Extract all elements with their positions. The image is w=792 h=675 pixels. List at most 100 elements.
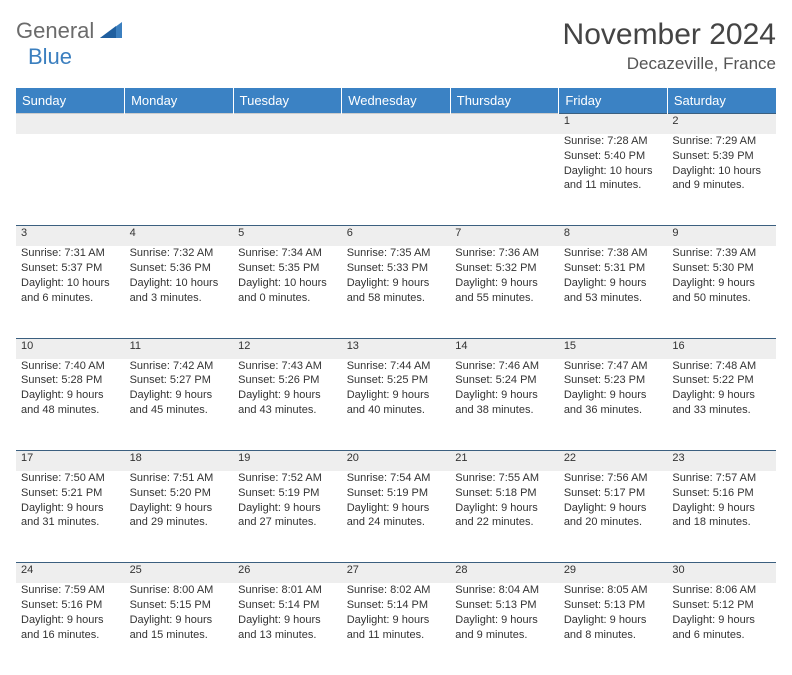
daynum-row: 12 [16,114,776,134]
sunset-line: Sunset: 5:18 PM [455,486,554,501]
sunrise-line: Sunrise: 7:32 AM [130,246,229,261]
logo-text-blue: Blue [28,44,72,69]
daylight-line: Daylight: 10 hours and 11 minutes. [564,164,663,194]
sunrise-line: Sunrise: 8:04 AM [455,583,554,598]
sunrise-line: Sunrise: 7:52 AM [238,471,337,486]
sunset-line: Sunset: 5:19 PM [347,486,446,501]
sunset-line: Sunset: 5:31 PM [564,261,663,276]
day-number: 12 [233,338,342,358]
daylight-line: Daylight: 9 hours and 16 minutes. [21,613,120,643]
day-cell: Sunrise: 7:36 AMSunset: 5:32 PMDaylight:… [450,246,559,338]
sunset-line: Sunset: 5:24 PM [455,373,554,388]
day-cell: Sunrise: 7:31 AMSunset: 5:37 PMDaylight:… [16,246,125,338]
day-cell-blank [233,134,342,226]
day-number: 23 [667,451,776,471]
daylight-line: Daylight: 9 hours and 6 minutes. [672,613,771,643]
weekday-header: Thursday [450,88,559,114]
day-detail-row: Sunrise: 7:31 AMSunset: 5:37 PMDaylight:… [16,246,776,338]
weekday-header: Tuesday [233,88,342,114]
sunrise-line: Sunrise: 7:59 AM [21,583,120,598]
day-number: 7 [450,226,559,246]
day-detail-row: Sunrise: 7:50 AMSunset: 5:21 PMDaylight:… [16,471,776,563]
daynum-row: 3456789 [16,226,776,246]
day-number-blank [342,114,451,134]
daylight-line: Daylight: 9 hours and 33 minutes. [672,388,771,418]
daylight-line: Daylight: 9 hours and 45 minutes. [130,388,229,418]
sunrise-line: Sunrise: 7:50 AM [21,471,120,486]
day-number: 19 [233,451,342,471]
daylight-line: Daylight: 9 hours and 53 minutes. [564,276,663,306]
day-cell: Sunrise: 7:35 AMSunset: 5:33 PMDaylight:… [342,246,451,338]
day-number: 17 [16,451,125,471]
weekday-header: Wednesday [342,88,451,114]
daylight-line: Daylight: 9 hours and 18 minutes. [672,501,771,531]
day-cell: Sunrise: 7:29 AMSunset: 5:39 PMDaylight:… [667,134,776,226]
month-title: November 2024 [563,18,776,52]
day-cell: Sunrise: 7:28 AMSunset: 5:40 PMDaylight:… [559,134,668,226]
sunset-line: Sunset: 5:16 PM [672,486,771,501]
day-cell: Sunrise: 7:54 AMSunset: 5:19 PMDaylight:… [342,471,451,563]
day-number: 30 [667,563,776,583]
daylight-line: Daylight: 9 hours and 50 minutes. [672,276,771,306]
day-number: 3 [16,226,125,246]
sunrise-line: Sunrise: 7:39 AM [672,246,771,261]
day-number: 15 [559,338,668,358]
sunset-line: Sunset: 5:25 PM [347,373,446,388]
day-cell: Sunrise: 7:46 AMSunset: 5:24 PMDaylight:… [450,359,559,451]
day-cell: Sunrise: 7:51 AMSunset: 5:20 PMDaylight:… [125,471,234,563]
location: Decazeville, France [563,54,776,74]
weekday-header: Saturday [667,88,776,114]
day-number: 14 [450,338,559,358]
sunrise-line: Sunrise: 7:36 AM [455,246,554,261]
daylight-line: Daylight: 9 hours and 29 minutes. [130,501,229,531]
sunrise-line: Sunrise: 7:38 AM [564,246,663,261]
sunset-line: Sunset: 5:13 PM [455,598,554,613]
sunset-line: Sunset: 5:14 PM [347,598,446,613]
day-cell: Sunrise: 7:55 AMSunset: 5:18 PMDaylight:… [450,471,559,563]
sunrise-line: Sunrise: 7:44 AM [347,359,446,374]
sunset-line: Sunset: 5:12 PM [672,598,771,613]
day-cell: Sunrise: 8:00 AMSunset: 5:15 PMDaylight:… [125,583,234,675]
day-number: 2 [667,114,776,134]
day-number: 25 [125,563,234,583]
sunset-line: Sunset: 5:30 PM [672,261,771,276]
daynum-row: 10111213141516 [16,338,776,358]
day-cell: Sunrise: 7:42 AMSunset: 5:27 PMDaylight:… [125,359,234,451]
sunrise-line: Sunrise: 8:06 AM [672,583,771,598]
daylight-line: Daylight: 9 hours and 20 minutes. [564,501,663,531]
sunrise-line: Sunrise: 7:56 AM [564,471,663,486]
day-cell: Sunrise: 7:57 AMSunset: 5:16 PMDaylight:… [667,471,776,563]
day-number-blank [16,114,125,134]
day-cell: Sunrise: 7:44 AMSunset: 5:25 PMDaylight:… [342,359,451,451]
day-cell: Sunrise: 7:38 AMSunset: 5:31 PMDaylight:… [559,246,668,338]
daylight-line: Daylight: 9 hours and 31 minutes. [21,501,120,531]
day-cell: Sunrise: 8:04 AMSunset: 5:13 PMDaylight:… [450,583,559,675]
header: General November 2024 Decazeville, Franc… [16,18,776,74]
day-number: 18 [125,451,234,471]
day-number: 1 [559,114,668,134]
sunset-line: Sunset: 5:20 PM [130,486,229,501]
day-number: 22 [559,451,668,471]
day-number: 5 [233,226,342,246]
day-cell: Sunrise: 7:47 AMSunset: 5:23 PMDaylight:… [559,359,668,451]
day-number: 20 [342,451,451,471]
sunset-line: Sunset: 5:40 PM [564,149,663,164]
day-number: 26 [233,563,342,583]
daylight-line: Daylight: 9 hours and 58 minutes. [347,276,446,306]
sunrise-line: Sunrise: 7:54 AM [347,471,446,486]
day-number: 13 [342,338,451,358]
day-number: 21 [450,451,559,471]
day-detail-row: Sunrise: 7:28 AMSunset: 5:40 PMDaylight:… [16,134,776,226]
sunset-line: Sunset: 5:33 PM [347,261,446,276]
daylight-line: Daylight: 9 hours and 43 minutes. [238,388,337,418]
day-number-blank [233,114,342,134]
daylight-line: Daylight: 9 hours and 27 minutes. [238,501,337,531]
sunrise-line: Sunrise: 8:02 AM [347,583,446,598]
sunset-line: Sunset: 5:16 PM [21,598,120,613]
sunset-line: Sunset: 5:23 PM [564,373,663,388]
day-cell: Sunrise: 7:56 AMSunset: 5:17 PMDaylight:… [559,471,668,563]
sunset-line: Sunset: 5:19 PM [238,486,337,501]
day-number: 8 [559,226,668,246]
day-number-blank [450,114,559,134]
day-number: 10 [16,338,125,358]
